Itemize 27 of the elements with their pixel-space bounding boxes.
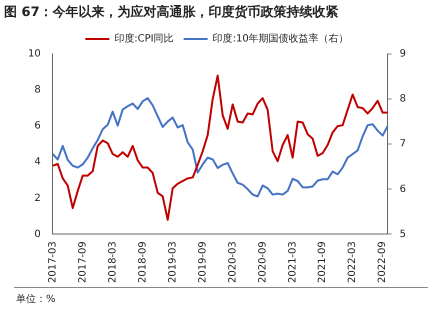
x-tick-label: 2022-03: [347, 241, 358, 284]
legend-label: 印度:10年期国债收益率（右）: [212, 32, 349, 45]
x-tick-label: 2020-09: [257, 241, 268, 284]
x-tick-label: 2021-09: [317, 241, 328, 284]
y2-tick-label: 8: [400, 94, 406, 105]
x-tick-label: 2018-09: [137, 241, 148, 284]
chart-title: 图 67：今年以来，为应对高通胀，印度货币政策持续收紧: [4, 4, 339, 21]
text: 单位：%: [16, 292, 56, 306]
legend-label: 印度:CPI同比: [114, 32, 174, 45]
x-tick-label: 2022-09: [377, 241, 388, 284]
y-tick-label: 2: [34, 192, 41, 204]
x-tick-label: 2018-03: [107, 241, 118, 284]
y-tick-label: 0: [34, 228, 41, 240]
x-tick-label: 2019-09: [197, 241, 208, 284]
x-tick-label: 2020-03: [227, 241, 238, 284]
y-tick-label: 4: [34, 156, 41, 168]
y-tick-label: 8: [34, 84, 41, 96]
y2-tick-label: 5: [400, 228, 406, 240]
x-tick-label: 2021-03: [287, 241, 298, 284]
y2-tick-label: 6: [400, 184, 406, 195]
x-tick-label: 2017-03: [47, 241, 58, 284]
x-tick-label: 2017-09: [77, 241, 88, 284]
y2-tick-label: 9: [400, 48, 406, 60]
x-tick-label: 2019-03: [167, 241, 178, 284]
y2-tick-label: 7: [400, 138, 406, 150]
y-tick-label: 10: [28, 48, 41, 60]
y-tick-label: 6: [34, 120, 41, 132]
